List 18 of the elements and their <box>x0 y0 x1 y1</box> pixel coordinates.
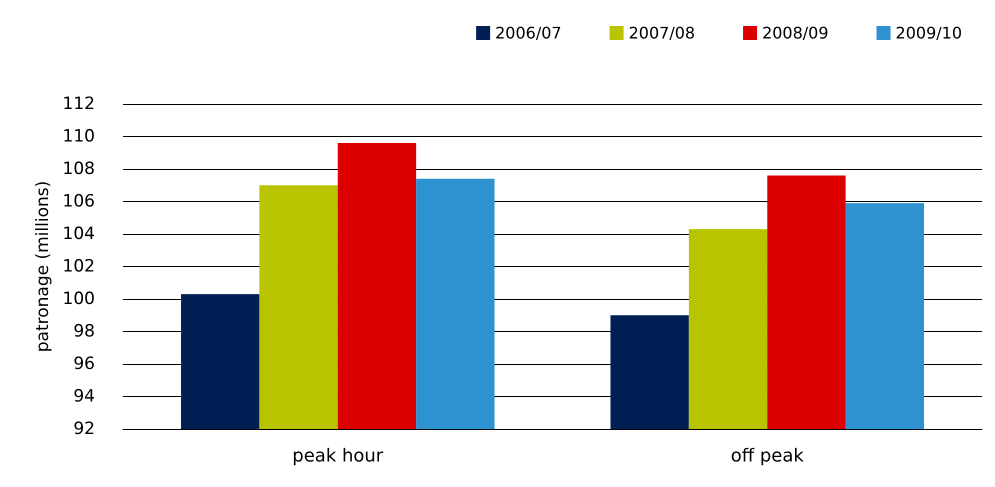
y-tick-label: 96 <box>73 354 95 374</box>
legend-label: 2007/08 <box>628 24 696 42</box>
y-axis-title: patronage (millions) <box>33 180 54 352</box>
y-tick-label: 104 <box>62 224 95 244</box>
y-tick-label: 106 <box>62 192 95 212</box>
legend-label: 2008/09 <box>762 24 829 42</box>
y-tick-label: 102 <box>62 256 95 276</box>
y-tick-label: 112 <box>62 94 95 114</box>
y-tick-label: 108 <box>62 159 95 179</box>
x-tick-label: peak hour <box>292 446 384 466</box>
legend-label: 2009/10 <box>896 24 962 42</box>
y-tick-label: 92 <box>73 419 95 439</box>
y-tick-label: 98 <box>73 322 95 342</box>
legend-label: 2006/07 <box>495 24 562 42</box>
y-tick-label: 94 <box>73 386 95 406</box>
y-tick-label: 100 <box>62 289 95 309</box>
x-tick-label: off peak <box>730 446 804 466</box>
y-tick-label: 110 <box>62 126 95 146</box>
